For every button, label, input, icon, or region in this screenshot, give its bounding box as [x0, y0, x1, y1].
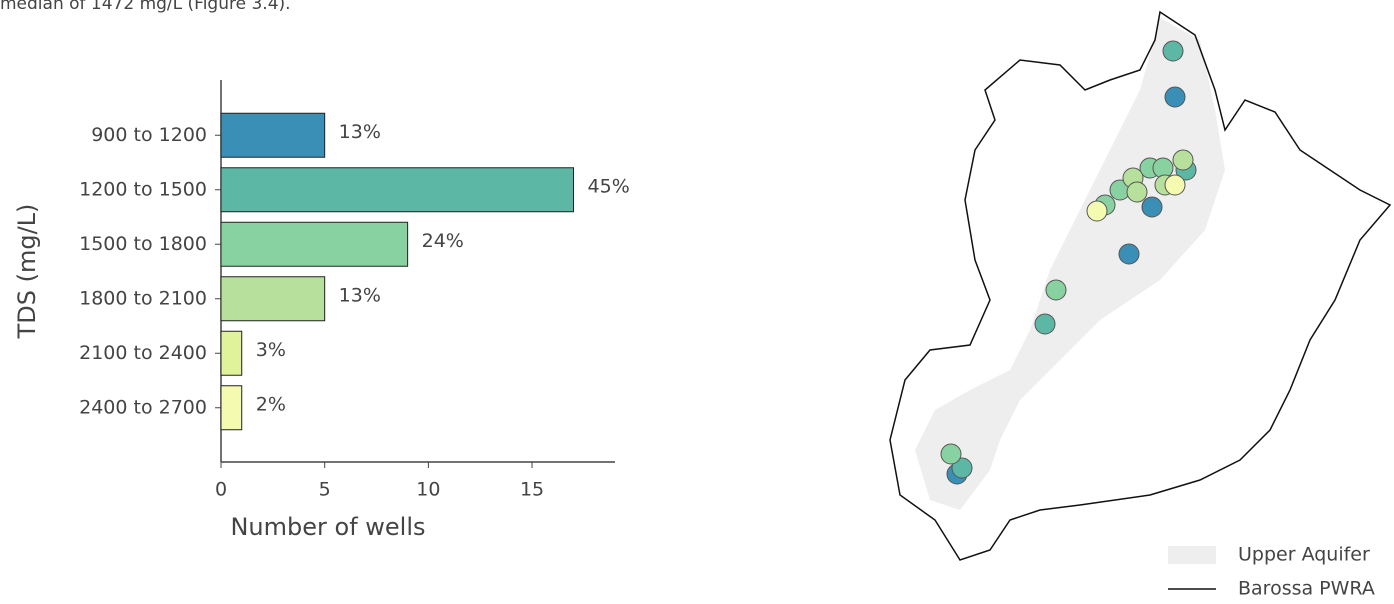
well-point [1126, 181, 1148, 203]
y-tick-label: 900 to 1200 [91, 124, 207, 146]
well-point [940, 443, 962, 465]
x-tick-label: 5 [319, 479, 331, 501]
well-point [1034, 313, 1056, 335]
x-axis-label: Number of wells [230, 513, 425, 541]
x-tick-label: 0 [215, 479, 227, 501]
well-point [1164, 86, 1186, 108]
well-point [1045, 279, 1067, 301]
x-tick-label: 10 [416, 479, 440, 501]
y-axis-label: TDS (mg/L) [13, 204, 41, 340]
well-point [1172, 149, 1194, 171]
well-point [1164, 174, 1186, 196]
y-tick-label: 1500 to 1800 [79, 233, 207, 255]
well-point [1162, 40, 1184, 62]
caption-fragment: median of 1472 mg/L (Figure 3.4). [0, 0, 291, 14]
y-tick-label: 2100 to 2400 [79, 342, 207, 364]
well-point [951, 457, 973, 479]
y-tick-label: 1800 to 2100 [79, 287, 207, 309]
bar [220, 276, 326, 322]
bar-label: 45% [588, 175, 630, 197]
bar-label: 13% [339, 284, 381, 306]
legend-label: Upper Aquifer [1238, 544, 1370, 566]
bar [220, 221, 409, 267]
legend-swatch [1168, 546, 1216, 564]
bar-label: 2% [256, 393, 286, 415]
well-point [1086, 200, 1108, 222]
legend-label: Barossa PWRA [1238, 578, 1375, 600]
bar-label: 3% [256, 339, 286, 361]
well-point [1118, 243, 1140, 265]
bar [220, 167, 575, 213]
pwra-boundary [889, 10, 1392, 561]
y-tick-label: 2400 to 2700 [79, 396, 207, 418]
map: Upper Aquifer Barossa PWRA [889, 10, 1392, 600]
bar [220, 330, 243, 376]
x-tick-label: 15 [520, 479, 544, 501]
bar-label: 13% [339, 121, 381, 143]
aquifer-area [915, 18, 1225, 510]
y-tick-label: 1200 to 1500 [79, 178, 207, 200]
well-point [1141, 196, 1163, 218]
bar [220, 112, 326, 158]
bar-label: 24% [422, 230, 464, 252]
bar [220, 385, 243, 431]
